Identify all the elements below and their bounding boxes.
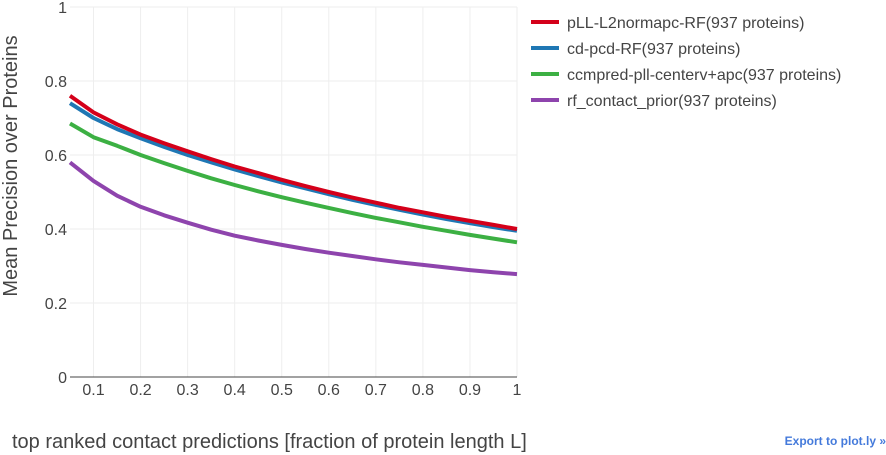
y-tick-label: 0.8 (45, 74, 67, 91)
x-tick-label: 0.2 (129, 382, 151, 399)
y-tick-label: 1 (58, 0, 67, 17)
series-line-2 (68, 121, 518, 245)
y-axis-ticks: 0 0.2 0.4 0.6 0.8 1 (45, 0, 67, 387)
y-tick-label: 0.6 (45, 148, 67, 165)
legend-item[interactable]: rf_contact_prior(937 proteins) (531, 93, 777, 110)
grid (70, 6, 518, 378)
legend-label: rf_contact_prior(937 proteins) (567, 93, 777, 110)
plot-area (68, 94, 518, 277)
x-tick-label: 0.8 (412, 382, 434, 399)
legend[interactable]: pLL-L2normapc-RF(937 proteins) cd-pcd-RF(… (531, 15, 841, 110)
y-tick-label: 0.2 (45, 296, 67, 313)
x-tick-label: 0.9 (459, 382, 481, 399)
x-tick-label: 0.5 (271, 382, 293, 399)
export-to-plotly-link[interactable]: Export to plot.ly » (784, 434, 886, 448)
x-tick-label: 0.1 (82, 382, 104, 399)
series-line-3 (68, 160, 518, 277)
series-line-0 (68, 94, 518, 231)
y-tick-label: 0.4 (45, 222, 67, 239)
y-axis-title: Mean Precision over Proteins (0, 35, 22, 296)
x-tick-label: 0.4 (224, 382, 246, 399)
legend-label: ccmpred-pll-centerv+apc(937 proteins) (567, 67, 841, 84)
y-tick-label: 0 (58, 370, 67, 387)
x-tick-label: 0.3 (177, 382, 199, 399)
legend-item[interactable]: pLL-L2normapc-RF(937 proteins) (531, 15, 804, 32)
x-tick-label: 0.6 (318, 382, 340, 399)
legend-item[interactable]: cd-pcd-RF(937 proteins) (531, 41, 740, 58)
legend-label: cd-pcd-RF(937 proteins) (567, 41, 740, 58)
legend-label: pLL-L2normapc-RF(937 proteins) (567, 15, 804, 32)
x-axis-ticks: 0.1 0.2 0.3 0.4 0.5 0.6 0.7 0.8 0.9 1 (82, 382, 521, 399)
x-tick-label: 0.7 (365, 382, 387, 399)
series-line-1 (68, 101, 518, 233)
legend-item[interactable]: ccmpred-pll-centerv+apc(937 proteins) (531, 67, 841, 84)
x-axis-title: top ranked contact predictions [fraction… (12, 431, 527, 453)
x-tick-label: 1 (513, 382, 522, 399)
